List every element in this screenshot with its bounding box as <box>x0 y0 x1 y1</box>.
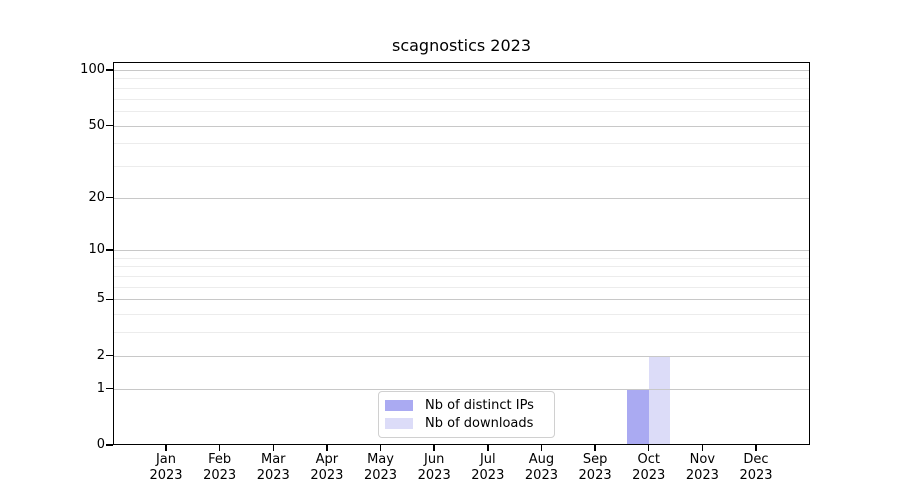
y-axis-tick <box>106 196 113 199</box>
x-axis-tick <box>701 445 704 451</box>
gridline-minor <box>114 286 809 288</box>
month-label: Aug <box>528 452 555 467</box>
year-label: 2023 <box>203 468 237 483</box>
gridline-minor <box>114 165 809 167</box>
x-axis-tick <box>755 445 757 451</box>
x-axis-tick <box>433 445 435 451</box>
month-label: Jun <box>424 452 445 467</box>
gridline-minor <box>114 332 809 334</box>
month-label: May <box>367 452 394 467</box>
legend-swatch-downloads <box>385 418 413 429</box>
x-axis-tick-label: Dec 2023 <box>739 452 772 484</box>
gridline-major <box>114 355 809 357</box>
y-axis-tick <box>106 69 113 71</box>
x-axis-tick-label: Jun 2023 <box>418 452 451 484</box>
year-label: 2023 <box>632 468 666 483</box>
gridline-major <box>114 388 809 390</box>
year-label: 2023 <box>417 468 451 483</box>
chart-title: scagnostics 2023 <box>391 36 531 55</box>
month-label: Mar <box>261 452 286 467</box>
gridline-minor <box>114 87 809 89</box>
x-axis-tick <box>218 445 221 451</box>
x-axis-tick <box>326 445 328 451</box>
year-label: 2023 <box>310 468 344 483</box>
gridline-minor <box>114 78 809 80</box>
x-axis-tick-label: May 2023 <box>364 452 397 484</box>
y-axis-tick-label: 10 <box>88 242 105 258</box>
legend-swatch-distinct-ips <box>385 400 413 411</box>
month-label: Oct <box>637 452 660 467</box>
year-label: 2023 <box>578 468 612 483</box>
x-axis-tick-label: Feb 2023 <box>203 452 236 484</box>
x-axis-tick-label: Aug 2023 <box>525 452 558 484</box>
gridline-minor <box>114 98 809 100</box>
x-axis-tick-label: Mar 2023 <box>257 452 290 484</box>
legend-label-distinct-ips: Nb of distinct IPs <box>425 398 534 413</box>
x-axis-tick-label: Oct 2023 <box>632 452 665 484</box>
x-axis-tick-label: Nov 2023 <box>686 452 719 484</box>
year-label: 2023 <box>363 468 398 483</box>
gridline-minor <box>114 314 809 316</box>
month-label: Jan <box>155 452 177 467</box>
gridline-minor <box>114 276 809 278</box>
year-label: 2023 <box>471 468 505 483</box>
y-axis-tick-label: 100 <box>80 62 105 77</box>
legend-item-distinct-ips: Nb of distinct IPs <box>385 397 546 414</box>
y-axis-tick <box>106 355 113 357</box>
x-axis-tick-label: Jan 2023 <box>149 452 182 484</box>
month-label: Apr <box>315 452 339 467</box>
month-label: Jul <box>479 452 496 467</box>
y-axis-tick <box>106 444 113 446</box>
x-axis-tick <box>487 445 489 451</box>
x-axis-tick-label: Apr 2023 <box>310 452 343 484</box>
month-label: Dec <box>743 452 769 467</box>
month-label: Nov <box>689 452 716 467</box>
y-axis-tick <box>106 124 113 127</box>
x-axis-tick <box>165 445 167 451</box>
bar-distinct-ips <box>627 388 649 444</box>
y-axis-tick-label: 50 <box>88 117 105 133</box>
y-axis-tick-label: 20 <box>88 189 105 205</box>
gridline-minor <box>114 257 809 259</box>
y-axis-tick <box>106 249 113 251</box>
gridline-major <box>114 197 809 199</box>
y-axis-tick <box>106 387 113 390</box>
x-axis-tick <box>379 445 382 451</box>
year-label: 2023 <box>256 468 290 483</box>
month-label: Sep <box>582 452 608 467</box>
gridline-major <box>114 125 809 127</box>
plot-frame <box>113 62 810 445</box>
legend-label-downloads: Nb of downloads <box>425 416 534 431</box>
gridline-minor <box>114 266 809 268</box>
month-label: Feb <box>208 452 232 467</box>
y-axis-tick <box>106 298 113 301</box>
year-label: 2023 <box>685 468 719 483</box>
gridline-major <box>114 299 809 301</box>
legend-item-downloads: Nb of downloads <box>385 415 546 432</box>
x-axis-tick <box>648 445 650 451</box>
y-axis-tick-label: 2 <box>96 347 105 363</box>
year-label: 2023 <box>739 468 773 483</box>
bar-downloads <box>648 355 671 444</box>
y-axis-tick-label: 1 <box>96 380 105 396</box>
y-axis-tick-label: 5 <box>96 291 105 307</box>
x-axis-tick <box>272 445 274 451</box>
x-axis-tick <box>540 445 543 451</box>
gridline-minor <box>114 143 809 145</box>
year-label: 2023 <box>524 468 558 483</box>
gridline-major <box>114 250 809 252</box>
year-label: 2023 <box>149 468 183 483</box>
y-axis-tick-label: 0 <box>96 437 105 452</box>
x-axis-tick-label: Jul 2023 <box>471 452 504 484</box>
x-axis-tick-label: Sep 2023 <box>579 452 612 484</box>
gridline-minor <box>114 110 809 112</box>
x-axis-tick <box>594 445 596 451</box>
gridline-major <box>114 70 809 71</box>
legend: Nb of distinct IPs Nb of downloads <box>378 391 555 438</box>
